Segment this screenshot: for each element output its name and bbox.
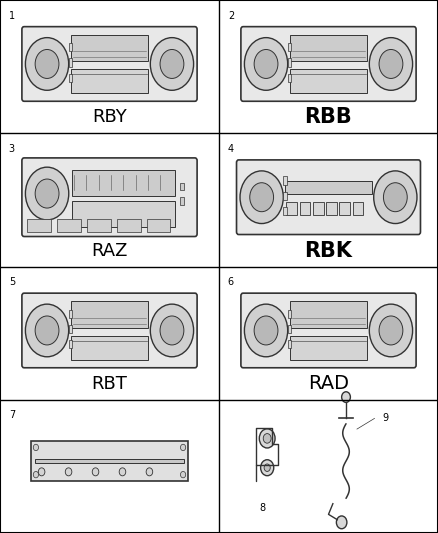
FancyBboxPatch shape [241, 293, 416, 368]
Text: 8: 8 [260, 503, 266, 513]
FancyBboxPatch shape [22, 27, 197, 101]
Text: RAZ: RAZ [91, 241, 128, 260]
Circle shape [240, 171, 283, 223]
Text: 5: 5 [9, 277, 15, 287]
Text: RBY: RBY [92, 108, 127, 126]
Bar [290, 35, 367, 61]
Circle shape [180, 445, 186, 451]
Bar [339, 202, 350, 214]
Circle shape [383, 183, 407, 212]
FancyBboxPatch shape [237, 160, 420, 235]
Circle shape [146, 468, 153, 476]
Circle shape [35, 50, 59, 78]
Bar [72, 201, 175, 227]
Circle shape [336, 516, 347, 529]
Circle shape [369, 304, 413, 357]
Circle shape [244, 304, 288, 357]
Bar [69, 59, 72, 67]
Text: 3: 3 [9, 144, 15, 154]
Circle shape [33, 445, 39, 451]
Bar [31, 441, 188, 481]
Bar [117, 219, 141, 232]
Bar [71, 301, 148, 328]
Bar [71, 69, 148, 93]
FancyBboxPatch shape [22, 293, 197, 368]
Bar [57, 219, 81, 232]
Bar [35, 458, 184, 463]
Bar [87, 219, 110, 232]
Bar [283, 176, 287, 185]
Circle shape [25, 167, 69, 220]
Bar [353, 202, 363, 214]
FancyBboxPatch shape [241, 27, 416, 101]
Circle shape [259, 429, 275, 448]
FancyBboxPatch shape [22, 158, 197, 237]
Text: RBK: RBK [304, 240, 353, 261]
Bar [286, 202, 297, 214]
Bar [290, 336, 367, 360]
Circle shape [119, 468, 126, 476]
Circle shape [342, 392, 350, 402]
Text: 9: 9 [382, 414, 389, 423]
Text: RAD: RAD [308, 374, 349, 393]
Text: 4: 4 [228, 144, 234, 154]
Circle shape [33, 471, 39, 478]
Circle shape [250, 183, 274, 212]
Bar [288, 74, 291, 82]
Circle shape [35, 316, 59, 345]
Bar [72, 170, 175, 196]
Circle shape [379, 316, 403, 345]
Circle shape [263, 434, 271, 443]
Circle shape [65, 468, 72, 476]
Circle shape [379, 50, 403, 78]
Circle shape [150, 304, 194, 357]
Bar [69, 325, 72, 333]
Bar [71, 336, 148, 360]
Bar [283, 207, 287, 215]
Circle shape [92, 468, 99, 476]
Bar [286, 181, 371, 195]
Circle shape [254, 316, 278, 345]
Circle shape [150, 38, 194, 90]
Circle shape [369, 38, 413, 90]
Bar [180, 182, 184, 190]
Circle shape [264, 464, 270, 471]
Bar [290, 301, 367, 328]
Bar [69, 74, 72, 82]
Circle shape [39, 468, 45, 476]
Bar [288, 59, 291, 67]
Circle shape [25, 38, 69, 90]
Bar [180, 197, 184, 205]
Bar [288, 325, 291, 333]
Bar [313, 202, 324, 214]
Circle shape [254, 50, 278, 78]
Text: 6: 6 [228, 277, 234, 287]
Circle shape [374, 171, 417, 223]
Bar [326, 202, 337, 214]
Circle shape [160, 50, 184, 78]
Circle shape [180, 471, 186, 478]
Text: 7: 7 [9, 410, 15, 421]
Bar [288, 43, 291, 52]
Text: 1: 1 [9, 11, 15, 21]
Text: RBT: RBT [92, 375, 127, 393]
Bar [69, 43, 72, 52]
Bar [290, 69, 367, 93]
Circle shape [35, 179, 59, 208]
Circle shape [261, 459, 274, 475]
Text: RBB: RBB [304, 107, 353, 127]
Text: 2: 2 [228, 11, 234, 21]
Circle shape [160, 316, 184, 345]
Bar [27, 219, 51, 232]
Bar [147, 219, 170, 232]
Circle shape [244, 38, 288, 90]
Bar [288, 340, 291, 349]
Bar [300, 202, 311, 214]
Circle shape [25, 304, 69, 357]
Bar [69, 340, 72, 349]
Bar [71, 35, 148, 61]
Bar [69, 310, 72, 318]
Bar [283, 192, 287, 200]
Bar [288, 310, 291, 318]
